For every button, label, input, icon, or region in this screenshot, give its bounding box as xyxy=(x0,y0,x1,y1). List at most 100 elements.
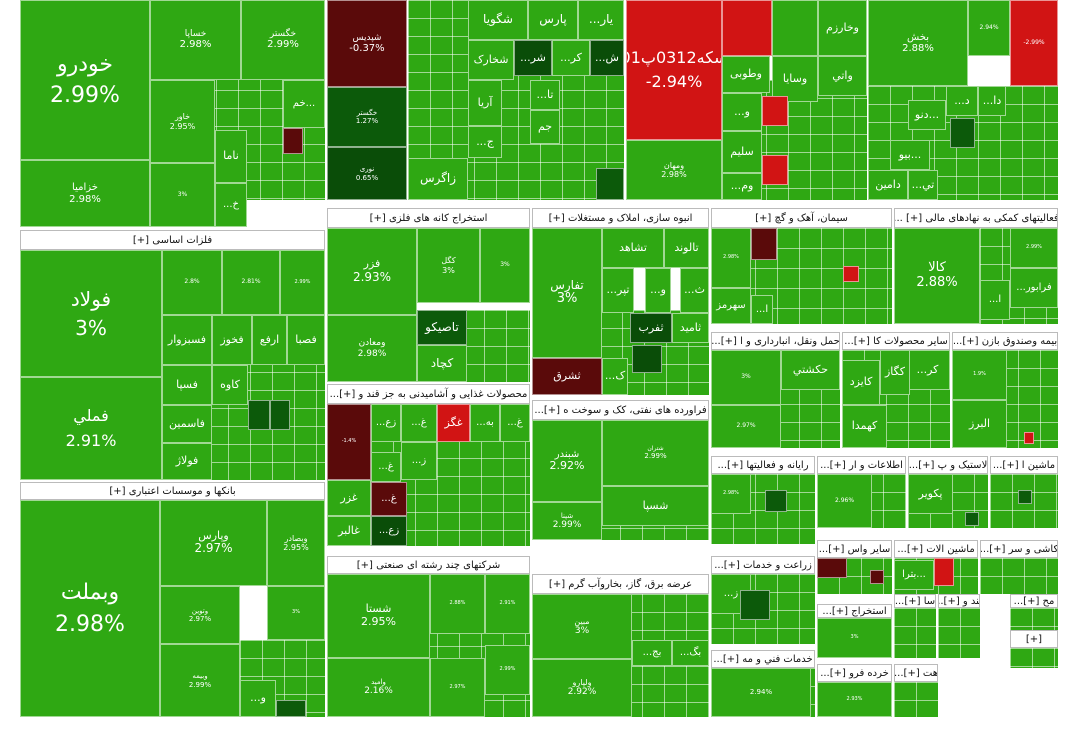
tile-7-0[interactable]: تفارس 3% xyxy=(532,228,602,358)
sector-header-18[interactable]: اطلاعات و ار [+]... xyxy=(817,456,906,474)
tile-19-0[interactable]: پکویر xyxy=(908,474,953,514)
tile-0-8[interactable]: 3% xyxy=(150,163,215,227)
tile-3-6[interactable]: ...تي xyxy=(908,170,938,200)
tile-2-2[interactable]: وسایا xyxy=(772,56,818,102)
small-tile[interactable] xyxy=(950,118,975,148)
tile-2-5[interactable]: ...و xyxy=(722,93,762,131)
tile-2-3[interactable]: وطوبی xyxy=(722,56,770,93)
tile-4-5[interactable]: فصبا xyxy=(287,315,325,365)
tile-12-0[interactable]: البرز xyxy=(952,400,1007,448)
tile-5-4[interactable]: وبیمه 2.99% xyxy=(160,644,240,717)
tile-5-0[interactable]: وبملت 2.98% xyxy=(20,500,160,717)
tile-4-9[interactable]: فولاژ xyxy=(162,443,212,480)
tile-1-13[interactable]: ...ج xyxy=(468,126,502,158)
sector-header-27[interactable]: خرده فرو [+]... xyxy=(817,664,892,682)
tile-9-1[interactable]: ...فرابور xyxy=(1010,268,1058,308)
sector-header-4[interactable]: فلزات اساسی [+] xyxy=(20,230,325,250)
tile-14-1[interactable]: شتران 2.99% xyxy=(602,420,709,486)
tile-4-4[interactable]: ارفع xyxy=(252,315,287,365)
tile-7-6[interactable]: ثفرب xyxy=(630,313,672,343)
small-tile[interactable] xyxy=(632,345,662,373)
tile-9-0[interactable]: کالا 2.88% xyxy=(894,228,980,324)
tile-4-10[interactable]: 2.8% xyxy=(162,250,222,315)
tile-15-4[interactable]: 2.97% xyxy=(430,658,485,717)
small-tile[interactable] xyxy=(934,558,954,586)
sector-header-22[interactable]: سایر واس [+]... xyxy=(817,540,892,558)
tile-7-7[interactable]: ثامید xyxy=(672,313,709,343)
tile-4-0[interactable]: فولاد 3% xyxy=(20,250,162,377)
tile-11-1[interactable]: ...کر xyxy=(905,350,950,390)
sector-header-7[interactable]: انبوه سازی، املاک و مستغلات [+] xyxy=(532,208,709,228)
sector-header-15[interactable]: شرکتهای چند رشته ای صنعتی [+] xyxy=(327,556,530,574)
tile-14-0[interactable]: شبندر 2.92% xyxy=(532,420,602,502)
small-tile[interactable] xyxy=(276,700,306,717)
tile-3-8[interactable]: ...دا xyxy=(978,86,1006,116)
tile-10-2[interactable]: 2.97% xyxy=(711,405,781,448)
tile-18-0[interactable]: 2.96% xyxy=(817,474,872,528)
tile-8-0[interactable]: سهرمز xyxy=(711,288,751,324)
tile-3-1[interactable]: 2.94% xyxy=(968,0,1010,56)
tile-12-1[interactable]: 1.9% xyxy=(952,350,1007,400)
tile-7-8[interactable]: ثشرق xyxy=(532,358,602,395)
tile-6-2[interactable]: 3% xyxy=(480,228,530,303)
tile-11-0[interactable]: کگاز xyxy=(880,350,910,395)
tile-14-2[interactable]: شسپا xyxy=(602,486,709,526)
tile-1-4[interactable]: پارس xyxy=(528,0,578,40)
tile-3-0[interactable]: بخش 2.88% xyxy=(868,0,968,86)
tile-1-1[interactable]: خگستر 1.27% xyxy=(327,87,407,147)
tile-5-1[interactable]: وپارس 2.97% xyxy=(160,500,267,586)
tile-9-3[interactable]: 2.99% xyxy=(1010,228,1058,268)
tile-6-1[interactable]: کگل 3% xyxy=(417,228,480,303)
tile-1-8[interactable]: ...کر xyxy=(552,40,590,76)
tile-7-1[interactable]: تشاهد xyxy=(602,228,664,268)
tile-13-4[interactable]: ...غ xyxy=(371,452,401,482)
sector-header-12[interactable]: بیمه وصندوق بازن [+]... xyxy=(952,332,1058,350)
tile-13-6[interactable]: ...ز xyxy=(401,442,437,480)
small-tile[interactable] xyxy=(1018,490,1032,504)
tile-4-6[interactable]: فسپا xyxy=(162,365,212,405)
tile-15-1[interactable]: وامید 2.16% xyxy=(327,658,430,717)
tile-0-3[interactable]: خگستر 2.99% xyxy=(241,0,325,80)
tile-4-2[interactable]: فسبزوار xyxy=(162,315,212,365)
tile-15-2[interactable]: 2.88% xyxy=(430,574,485,634)
sector-header-25[interactable]: استخراج [+]... xyxy=(817,604,892,618)
sector-header-24[interactable]: کاشی و سر [+]... xyxy=(980,540,1058,558)
tile-13-7[interactable]: -1.4% xyxy=(327,404,371,480)
small-tile[interactable] xyxy=(870,570,884,584)
sector-header-29[interactable]: قند و [+]... xyxy=(938,594,980,608)
tile-5-2[interactable]: وبصادر 2.95% xyxy=(267,500,325,586)
tile-13-5[interactable]: ...زع xyxy=(371,516,407,546)
tile-3-4[interactable]: بیو... xyxy=(890,140,930,170)
tile-1-0[interactable]: شپدیس -0.37% xyxy=(327,0,407,87)
tile-15-3[interactable]: 2.91% xyxy=(485,574,530,634)
tile-7-5[interactable]: ...ث xyxy=(680,268,709,313)
tile-13-5[interactable]: ...زع xyxy=(371,404,401,442)
tile-3-7[interactable]: ...د xyxy=(946,86,978,116)
tile-2-4[interactable]: واتي xyxy=(818,56,867,96)
sector-header-14[interactable]: فراورده های نفتی، کک و سوخت ه [+]... xyxy=(532,400,709,420)
tile-16-3[interactable]: ...بج xyxy=(632,640,672,666)
tile-4-11[interactable]: 2.81% xyxy=(222,250,280,315)
small-tile[interactable] xyxy=(762,155,788,185)
tile-27-0[interactable]: 2.93% xyxy=(817,682,892,717)
tile-16-2[interactable]: ...بگ xyxy=(672,640,709,666)
small-tile[interactable] xyxy=(751,228,777,260)
sector-header-9[interactable]: فعالیتهای کمکی به نهادهای مالی [+] ... xyxy=(894,208,1058,228)
tile-1-7[interactable]: ...شر xyxy=(514,40,552,76)
tile-23-0[interactable]: بترا... xyxy=(894,560,934,590)
tile-0-2[interactable]: خساپا 2.98% xyxy=(150,0,241,80)
tile-0-6[interactable]: خم... xyxy=(283,80,325,128)
tile-3-3[interactable]: دنو... xyxy=(908,100,946,130)
small-tile[interactable] xyxy=(1024,432,1034,444)
small-tile[interactable] xyxy=(270,400,290,430)
tile-7-4[interactable]: ...و xyxy=(645,268,671,313)
small-tile[interactable] xyxy=(772,0,818,56)
tile-1-6[interactable]: شخارک xyxy=(468,40,514,80)
tile-1-10[interactable]: آریا xyxy=(468,80,502,126)
sector-header-11[interactable]: سایر محصولات کا [+]... xyxy=(842,332,950,350)
tile-16-0[interactable]: مبین 3% xyxy=(532,594,632,659)
tile-2-7[interactable]: ...وم xyxy=(722,173,762,200)
tile-1-5[interactable]: ...یار xyxy=(578,0,624,40)
tile-15-0[interactable]: شستا 2.95% xyxy=(327,574,430,658)
tile-17-0[interactable]: 2.98% xyxy=(711,474,751,514)
